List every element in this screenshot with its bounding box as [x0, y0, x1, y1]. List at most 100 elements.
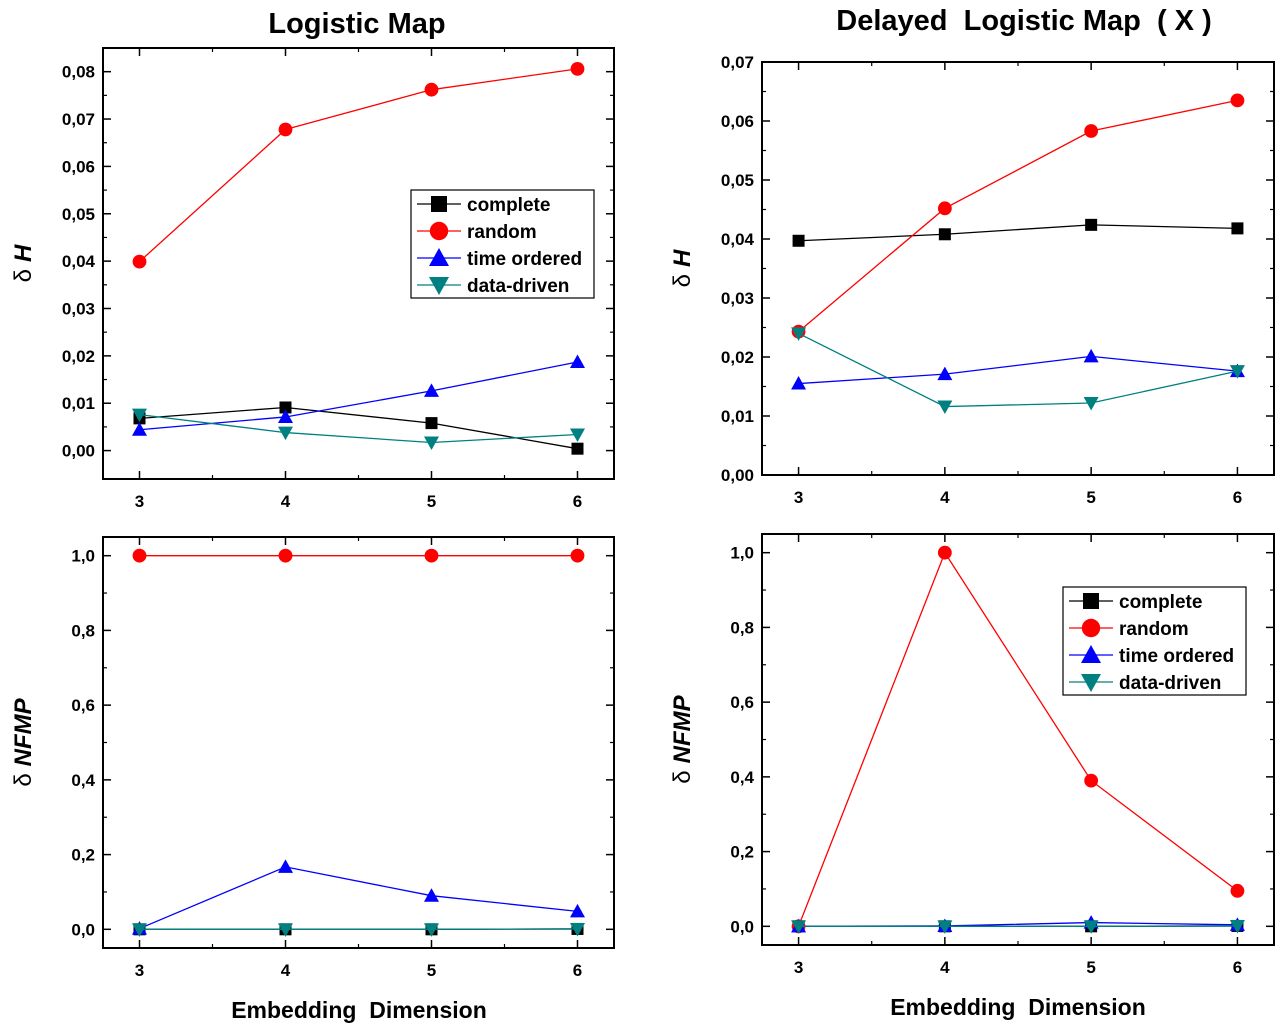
right-x-axis-label: Embedding Dimension — [890, 994, 1146, 1020]
y-tick-label: 0,0 — [730, 917, 754, 936]
series-complete — [792, 218, 1244, 247]
series-data-driven — [791, 919, 1245, 934]
data-point — [424, 82, 439, 97]
y-axis-label: δ NFMP — [10, 697, 37, 786]
legend-label: complete — [1119, 592, 1202, 613]
data-point — [570, 61, 585, 76]
left-x-axis-label: Embedding Dimension — [231, 997, 487, 1023]
y-tick-label: 0,06 — [62, 157, 95, 176]
y-axis-label-symbol: δ — [10, 773, 37, 786]
series-line — [139, 361, 578, 431]
y-axis-label-symbol: δ — [669, 770, 696, 783]
data-point — [1230, 883, 1245, 898]
series-random — [132, 548, 585, 563]
x-tick-label: 6 — [1233, 958, 1242, 977]
series-line — [798, 99, 1238, 333]
y-tick-label: 1,0 — [730, 544, 754, 563]
data-point — [570, 922, 585, 937]
chart-panel-top-right: 0,00 0,01 0,02 0,03 0,04 0,05 0,06 0,07 3 4 5 6 δH — [669, 53, 1275, 507]
data-point — [791, 920, 807, 934]
legend-marker — [1081, 674, 1101, 692]
legend-marker — [429, 277, 449, 295]
y-tick-label: 0,04 — [62, 252, 96, 271]
series-line — [139, 866, 578, 930]
x-tick-label: 6 — [573, 961, 582, 980]
y-tick-label: 0,03 — [62, 299, 95, 318]
series-time-ordered — [791, 348, 1245, 390]
series-data-driven — [791, 327, 1245, 415]
plot-frame — [102, 536, 615, 949]
y-axis-label-name: NFMP — [669, 694, 696, 763]
data-point — [791, 376, 807, 390]
data-point — [791, 327, 807, 341]
legend-marker — [1083, 593, 1099, 609]
series-line — [798, 332, 1238, 408]
y-axis-label: δ NFMP — [669, 694, 696, 783]
data-point — [132, 923, 147, 937]
series-data-driven — [132, 922, 585, 937]
data-point — [1229, 365, 1245, 379]
y-tick-label: 0,2 — [730, 843, 754, 862]
x-tick-label: 5 — [1086, 488, 1095, 507]
data-point — [1230, 93, 1245, 108]
y-tick-label: 0,8 — [71, 621, 95, 640]
data-point — [424, 548, 439, 563]
series-random — [791, 93, 1245, 339]
data-point — [1084, 124, 1099, 138]
y-tick-label: 0,08 — [62, 63, 95, 82]
plot-frame — [761, 61, 1275, 476]
y-tick-label: 0,02 — [62, 347, 95, 366]
y-axis-label-name: H — [10, 244, 37, 262]
legend-label: complete — [467, 195, 550, 216]
x-tick-label: 4 — [940, 958, 950, 977]
legend-label: time ordered — [467, 249, 582, 270]
series-line — [139, 413, 578, 444]
y-tick-label: 0,2 — [71, 846, 95, 865]
data-point — [132, 422, 147, 436]
data-point — [1083, 397, 1099, 411]
y-tick-label: 0,6 — [730, 693, 754, 712]
chart-panel-top-left: 0,00 0,01 0,02 0,03 0,04 0,05 0,06 0,07 0,08 3 4 5 6… — [10, 47, 615, 511]
data-point — [278, 426, 293, 441]
data-point — [937, 920, 953, 934]
data-point — [570, 428, 585, 442]
y-axis-label-name: NFMP — [10, 697, 37, 766]
data-point — [132, 408, 147, 423]
series-time-ordered — [132, 354, 585, 436]
legend-marker — [431, 196, 447, 212]
series-complete — [133, 401, 584, 455]
series-line — [139, 68, 578, 263]
y-tick-label: 0,01 — [721, 407, 754, 426]
legend-marker — [429, 221, 449, 241]
data-point — [278, 548, 293, 563]
y-tick-label: 0,4 — [71, 771, 95, 790]
legend-label: time ordered — [1119, 646, 1234, 667]
y-tick-label: 0,02 — [721, 348, 754, 367]
data-point — [424, 383, 439, 397]
data-point — [1229, 919, 1245, 934]
data-point — [278, 409, 293, 423]
legend-label: data-driven — [467, 276, 569, 297]
series-line — [797, 551, 1238, 927]
chart-panel-bottom-right: 0,0 0,2 0,4 0,6 0,8 1,0 3 4 5 6 δ NFMP complete rando… — [669, 533, 1275, 977]
data-point — [278, 122, 293, 137]
x-tick-label: 3 — [135, 492, 144, 511]
x-tick-label: 3 — [135, 961, 144, 980]
data-point — [424, 923, 439, 937]
data-point — [570, 903, 585, 918]
x-tick-label: 3 — [794, 488, 803, 507]
data-point — [937, 545, 952, 560]
y-axis-label: δH — [10, 244, 37, 282]
y-tick-label: 0,0 — [71, 920, 95, 939]
data-point — [278, 923, 293, 937]
legend-label: data-driven — [1119, 673, 1221, 694]
legend-marker — [429, 248, 449, 266]
chart-panel-bottom-left: 0,0 0,2 0,4 0,6 0,8 1,0 3 4 5 6 δ NFMP — [10, 536, 615, 980]
x-tick-label: 4 — [281, 961, 291, 980]
x-tick-label: 5 — [1086, 958, 1095, 977]
y-tick-label: 0,8 — [730, 618, 754, 637]
x-tick-label: 5 — [427, 961, 436, 980]
data-point — [425, 417, 438, 430]
series-data-driven — [132, 408, 585, 451]
